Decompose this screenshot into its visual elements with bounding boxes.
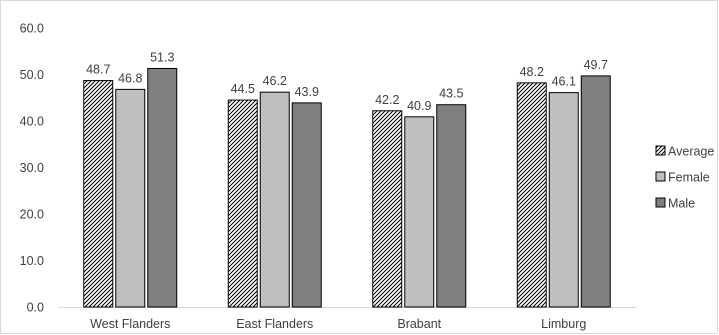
y-tick-label: 40.0	[20, 115, 44, 129]
data-label: 46.1	[552, 75, 576, 89]
data-label: 43.9	[295, 85, 319, 99]
data-label: 40.9	[407, 99, 431, 113]
legend: Average Female Male	[655, 145, 714, 211]
y-tick-label: 10.0	[20, 254, 44, 268]
bar-average	[372, 110, 403, 308]
legend-swatch-male	[655, 197, 666, 208]
bar-average	[516, 82, 547, 308]
y-tick-label: 0.0	[27, 301, 44, 315]
bar-male	[580, 75, 611, 308]
data-labels-layer: 48.7 46.8 51.3 44.5 46.2 43.9 42.2 40.9 43.5 48.2…	[86, 50, 608, 112]
bar-average	[227, 99, 258, 308]
data-label: 51.3	[150, 50, 174, 64]
bar-female	[115, 88, 146, 308]
y-tick-label: 50.0	[20, 68, 44, 82]
bar-male	[436, 104, 467, 308]
data-label: 46.2	[263, 74, 287, 88]
legend-label-average: Average	[668, 145, 714, 159]
bar-male	[291, 102, 322, 308]
x-category-label: West Flanders	[90, 317, 170, 331]
data-label: 44.5	[231, 82, 255, 96]
x-category-label: East Flanders	[236, 317, 313, 331]
bar-female	[259, 91, 290, 308]
bars-layer	[83, 67, 611, 308]
bar-female	[404, 116, 435, 308]
legend-swatch-female	[655, 171, 666, 182]
data-label: 49.7	[584, 58, 608, 72]
legend-label-male: Male	[668, 197, 695, 211]
data-label: 48.2	[520, 65, 544, 79]
x-category-label: Brabant	[397, 317, 441, 331]
y-tick-label: 20.0	[20, 208, 44, 222]
data-label: 42.2	[375, 93, 399, 107]
x-category-label: Limburg	[541, 317, 586, 331]
bar-average	[83, 80, 114, 308]
data-label: 48.7	[86, 63, 110, 77]
data-label: 43.5	[439, 87, 463, 101]
y-tick-label: 60.0	[20, 22, 44, 36]
data-label: 46.8	[118, 71, 142, 85]
bar-male	[147, 67, 178, 308]
y-tick-label: 30.0	[20, 161, 44, 175]
legend-label-female: Female	[668, 171, 710, 185]
bar-female	[548, 92, 579, 308]
legend-swatch-average	[655, 145, 666, 156]
